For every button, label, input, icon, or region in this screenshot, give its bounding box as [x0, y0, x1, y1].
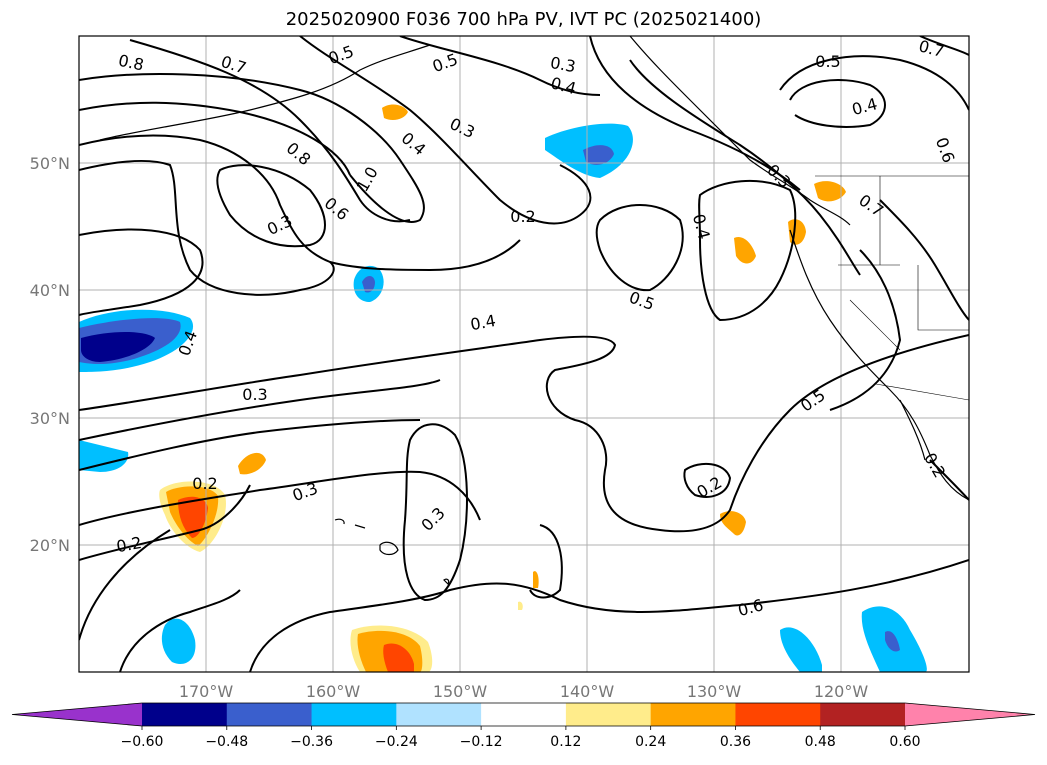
shade-neg-se1	[161, 618, 196, 664]
contour-label: 0.4	[469, 311, 497, 334]
lon-label: 160°W	[306, 682, 361, 701]
shade-neg-30n	[79, 440, 129, 472]
lon-tick-labels: 170°W 160°W 150°W 140°W 130°W 120°W	[179, 682, 869, 701]
lon-label: 130°W	[687, 682, 742, 701]
pv-contours	[79, 36, 969, 672]
contour-label: 0.5	[815, 52, 840, 71]
lon-label: 120°W	[814, 682, 869, 701]
lat-label: 20°N	[30, 536, 70, 555]
lon-label: 150°W	[433, 682, 488, 701]
shade-pos-coast3	[734, 236, 756, 264]
shade-neg-50n-core	[583, 145, 614, 165]
shade-pos-sub	[720, 511, 746, 536]
borders	[815, 175, 969, 401]
lat-label: 30°N	[30, 409, 70, 428]
colorbar-extend-high	[905, 703, 1035, 726]
lon-label: 170°W	[179, 682, 234, 701]
contour-label: 0.2	[115, 533, 143, 556]
colorbar-segment	[565, 703, 652, 726]
colorbar-segment	[650, 703, 736, 726]
colorbar-tick-label: −0.36	[290, 734, 333, 750]
lon-label: 140°W	[560, 682, 615, 701]
colorbar-tick-label: −0.24	[375, 734, 418, 750]
lat-label: 40°N	[30, 281, 70, 300]
ivt-shading	[79, 104, 927, 672]
shade-neg-40n-core	[362, 276, 375, 293]
colorbar-tick-label: −0.60	[121, 734, 164, 750]
shade-pos-south-core	[383, 643, 414, 672]
colorbar-tick-label: 0.60	[889, 734, 920, 750]
shade-neg-se2	[780, 627, 822, 672]
contour-label: 0.2	[192, 474, 217, 493]
plot-area	[79, 36, 969, 672]
colorbar-segment	[226, 703, 313, 726]
colorbar-tick-label: −0.48	[205, 734, 248, 750]
colorbar-tick-label: −0.12	[460, 734, 503, 750]
shade-neg-se3-core	[885, 631, 900, 652]
colorbar-tick-label: 0.12	[550, 734, 581, 750]
shade-neg-west-deep	[81, 332, 155, 362]
colorbar: −0.60 −0.48 −0.36 −0.24 −0.12 0.12 0.24 0.36 0.4…	[11, 702, 1036, 750]
colorbar-segment	[142, 703, 228, 726]
colorbar-segment	[820, 703, 906, 726]
contour-label: 0.3	[549, 53, 577, 76]
colorbar-extend-low	[12, 703, 142, 726]
colorbar-segment	[311, 703, 397, 726]
colorbar-segment	[735, 703, 821, 726]
colorbar-tick-label: 0.48	[805, 734, 836, 750]
coastlines	[99, 36, 969, 586]
shade-pos-small2	[518, 601, 523, 610]
shade-pos-55n	[382, 104, 408, 120]
contour-label: 0.2	[510, 207, 535, 226]
colorbar-segment	[396, 703, 482, 726]
plot-frame	[78, 35, 970, 673]
colorbar-tick-label: 0.36	[720, 734, 751, 750]
contour-label: 0.3	[242, 385, 267, 404]
lat-tick-labels: 50°N 40°N 30°N 20°N	[30, 154, 70, 555]
shade-pos-coast1	[814, 181, 846, 202]
contour-label: 0.8	[117, 51, 146, 75]
map-title: 2025020900 F036 700 hPa PV, IVT PC (2025…	[285, 9, 762, 30]
colorbar-segment	[481, 703, 567, 726]
lat-label: 50°N	[30, 154, 70, 173]
shade-pos-25n	[238, 452, 266, 475]
colorbar-tick-label: 0.24	[635, 734, 666, 750]
shade-pos-small1	[533, 571, 539, 588]
shade-pos-20n-core	[178, 496, 208, 538]
